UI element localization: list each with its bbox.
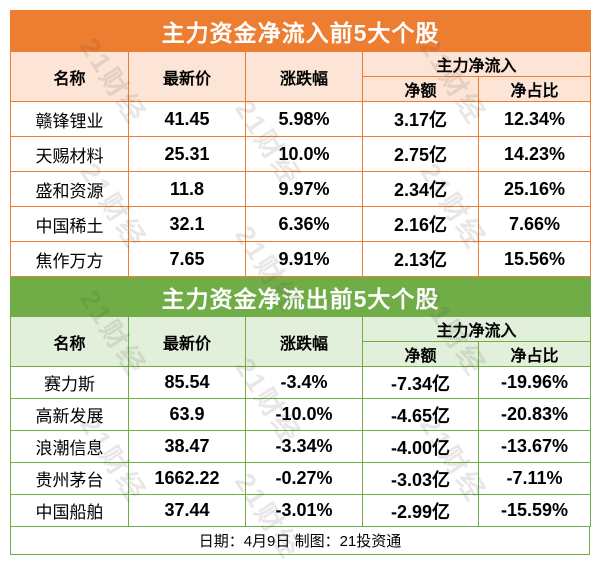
net-cell: 3.17亿 [362, 101, 479, 137]
inflow-header-group: 主力净流入 [361, 51, 592, 77]
outflow-header-change: 涨跌幅 [245, 316, 363, 367]
outflow-header-name: 名称 [10, 316, 129, 367]
inflow-header-price: 最新价 [128, 51, 246, 102]
price-cell: 32.1 [128, 206, 246, 242]
name-cell: 浪潮信息 [10, 430, 129, 463]
inflow-header-net: 净额 [362, 76, 479, 102]
net-cell: 2.16亿 [362, 206, 479, 242]
price-cell: 7.65 [128, 241, 246, 277]
table-row: 高新发展 63.9 -10.0% -4.65亿 -20.83% [10, 398, 592, 431]
price-cell: 1662.22 [128, 462, 246, 495]
name-cell: 中国稀土 [10, 206, 129, 242]
net-cell: -2.99亿 [362, 494, 479, 527]
price-cell: 63.9 [128, 398, 246, 431]
table-row: 焦作万方 7.65 9.91% 2.13亿 15.56% [10, 241, 592, 277]
change-cell: 9.97% [245, 171, 363, 207]
inflow-header-ratio: 净占比 [477, 76, 592, 102]
price-cell: 11.8 [128, 171, 246, 207]
inflow-header-change: 涨跌幅 [245, 51, 363, 102]
change-cell: -10.0% [245, 398, 363, 431]
net-cell: 2.34亿 [362, 171, 479, 207]
footer-note: 日期：4月9日 制图：21投资通 [10, 527, 590, 555]
name-cell: 天赐材料 [10, 136, 129, 172]
change-cell: 6.36% [245, 206, 363, 242]
ratio-cell: 12.34% [477, 101, 592, 137]
change-cell: -0.27% [245, 462, 363, 495]
inflow-header-name: 名称 [10, 51, 129, 102]
inflow-title: 主力资金净流入前5大个股 [9, 10, 592, 52]
name-cell: 赛力斯 [10, 366, 129, 399]
name-cell: 贵州茅台 [10, 462, 129, 495]
infographic-sheet: 主力资金净流入前5大个股 名称 最新价 涨跌幅 主力净流入 净额 净占比 赣锋锂… [9, 10, 592, 555]
ratio-cell: -7.11% [477, 462, 592, 495]
outflow-header-price: 最新价 [128, 316, 246, 367]
ratio-cell: 14.23% [477, 136, 592, 172]
net-cell: -4.65亿 [362, 398, 479, 431]
table-row: 赣锋锂业 41.45 5.98% 3.17亿 12.34% [10, 101, 592, 137]
price-cell: 41.45 [128, 101, 246, 137]
ratio-cell: 25.16% [477, 171, 592, 207]
name-cell: 焦作万方 [10, 241, 129, 277]
table-row: 中国船舶 37.44 -3.01% -2.99亿 -15.59% [10, 494, 592, 527]
outflow-header-ratio: 净占比 [477, 341, 592, 367]
price-cell: 37.44 [128, 494, 246, 527]
outflow-title: 主力资金净流出前5大个股 [9, 277, 592, 317]
table-row: 贵州茅台 1662.22 -0.27% -3.03亿 -7.11% [10, 462, 592, 495]
net-cell: -7.34亿 [362, 366, 479, 399]
change-cell: 10.0% [245, 136, 363, 172]
price-cell: 85.54 [128, 366, 246, 399]
ratio-cell: 15.56% [477, 241, 592, 277]
inflow-table: 主力资金净流入前5大个股 名称 最新价 涨跌幅 主力净流入 净额 净占比 赣锋锂… [9, 10, 592, 277]
ratio-cell: -15.59% [477, 494, 592, 527]
ratio-cell: 7.66% [477, 206, 592, 242]
table-row: 浪潮信息 38.47 -3.34% -4.00亿 -13.67% [10, 430, 592, 463]
outflow-header-group: 主力净流入 [361, 316, 592, 342]
net-cell: -4.00亿 [362, 430, 479, 463]
ratio-cell: -19.96% [477, 366, 592, 399]
ratio-cell: -20.83% [477, 398, 592, 431]
change-cell: 9.91% [245, 241, 363, 277]
net-cell: 2.13亿 [362, 241, 479, 277]
change-cell: 5.98% [245, 101, 363, 137]
change-cell: -3.34% [245, 430, 363, 463]
ratio-cell: -13.67% [477, 430, 592, 463]
price-cell: 38.47 [128, 430, 246, 463]
price-cell: 25.31 [128, 136, 246, 172]
table-row: 中国稀土 32.1 6.36% 2.16亿 7.66% [10, 206, 592, 242]
name-cell: 盛和资源 [10, 171, 129, 207]
net-cell: -3.03亿 [362, 462, 479, 495]
table-row: 天赐材料 25.31 10.0% 2.75亿 14.23% [10, 136, 592, 172]
net-cell: 2.75亿 [362, 136, 479, 172]
name-cell: 赣锋锂业 [10, 101, 129, 137]
name-cell: 高新发展 [10, 398, 129, 431]
table-row: 盛和资源 11.8 9.97% 2.34亿 25.16% [10, 171, 592, 207]
change-cell: -3.4% [245, 366, 363, 399]
outflow-table: 主力资金净流出前5大个股 名称 最新价 涨跌幅 主力净流入 净额 净占比 赛力斯… [9, 277, 592, 527]
outflow-header-net: 净额 [362, 341, 479, 367]
change-cell: -3.01% [245, 494, 363, 527]
name-cell: 中国船舶 [10, 494, 129, 527]
table-row: 赛力斯 85.54 -3.4% -7.34亿 -19.96% [10, 366, 592, 399]
